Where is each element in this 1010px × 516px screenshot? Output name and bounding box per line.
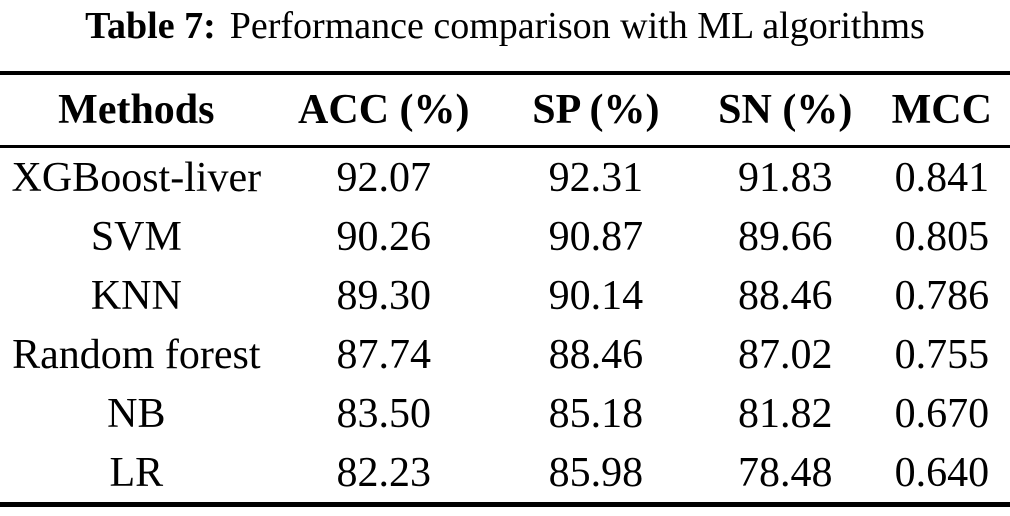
cell-acc: 92.07 [336, 154, 432, 201]
cell-method: LR [109, 449, 164, 496]
table-row: SVM 90.26 90.87 89.66 0.805 [0, 207, 1010, 266]
col-header-acc: ACC (%) [272, 73, 495, 148]
cell-sp: 90.87 [548, 213, 644, 260]
cell-sn: 87.02 [738, 331, 833, 378]
table-caption-label: Table 7: [85, 5, 216, 47]
cell-sn: 78.48 [738, 449, 833, 496]
cell-acc: 83.50 [336, 390, 432, 437]
col-header-methods: Methods [0, 73, 273, 148]
cell-mcc: 0.640 [894, 449, 990, 496]
cell-sn: 81.82 [738, 390, 833, 437]
cell-sn: 91.83 [738, 154, 833, 201]
cell-sp: 85.98 [548, 449, 644, 496]
cell-mcc: 0.670 [894, 390, 990, 437]
table-row: XGBoost-liver 92.07 92.31 91.83 0.841 [0, 147, 1010, 208]
table-caption-text: Performance comparison with ML algorithm… [229, 5, 925, 47]
cell-method: KNN [90, 272, 182, 319]
cell-method: Random forest [12, 331, 261, 378]
cell-method: XGBoost-liver [11, 154, 262, 201]
performance-comparison-table: Methods ACC (%) SP (%) SN (%) MCC XGBoos… [0, 71, 1010, 507]
cell-sp: 85.18 [548, 390, 644, 437]
cell-sp: 90.14 [548, 272, 644, 319]
cell-sn: 88.46 [738, 272, 833, 319]
col-header-sp: SP (%) [494, 73, 697, 148]
cell-acc: 89.30 [336, 272, 432, 319]
cell-acc: 82.23 [336, 449, 432, 496]
cell-sn: 89.66 [738, 213, 833, 260]
cell-method: NB [107, 390, 166, 437]
table-row: Random forest 87.74 88.46 87.02 0.755 [0, 325, 1010, 384]
header-row: Methods ACC (%) SP (%) SN (%) MCC [0, 73, 1010, 148]
table-row: KNN 89.30 90.14 88.46 0.786 [0, 266, 1010, 325]
cell-mcc: 0.805 [894, 213, 990, 260]
cell-sp: 88.46 [548, 331, 644, 378]
table-row: LR 82.23 85.98 78.48 0.640 [0, 443, 1010, 505]
col-header-sn: SN (%) [696, 73, 874, 148]
cell-mcc: 0.786 [894, 272, 990, 319]
cell-mcc: 0.841 [894, 154, 990, 201]
col-header-mcc: MCC [873, 73, 1010, 148]
cell-mcc: 0.755 [894, 331, 990, 378]
cell-method: SVM [90, 213, 182, 260]
cell-sp: 92.31 [548, 154, 644, 201]
cell-acc: 87.74 [336, 331, 432, 378]
cell-acc: 90.26 [336, 213, 432, 260]
table-row: NB 83.50 85.18 81.82 0.670 [0, 384, 1010, 443]
table-caption: Table 7: Performance comparison with ML a… [0, 0, 1010, 49]
